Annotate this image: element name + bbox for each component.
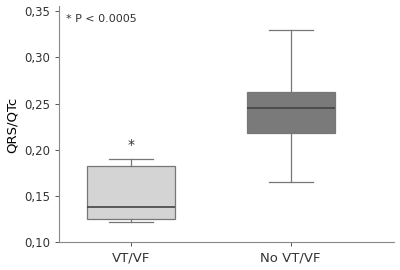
Text: * P < 0.0005: * P < 0.0005 — [66, 14, 136, 23]
PathPatch shape — [247, 92, 334, 133]
Text: *: * — [128, 138, 134, 152]
Y-axis label: QRS/QTc: QRS/QTc — [6, 96, 18, 153]
PathPatch shape — [87, 166, 175, 219]
